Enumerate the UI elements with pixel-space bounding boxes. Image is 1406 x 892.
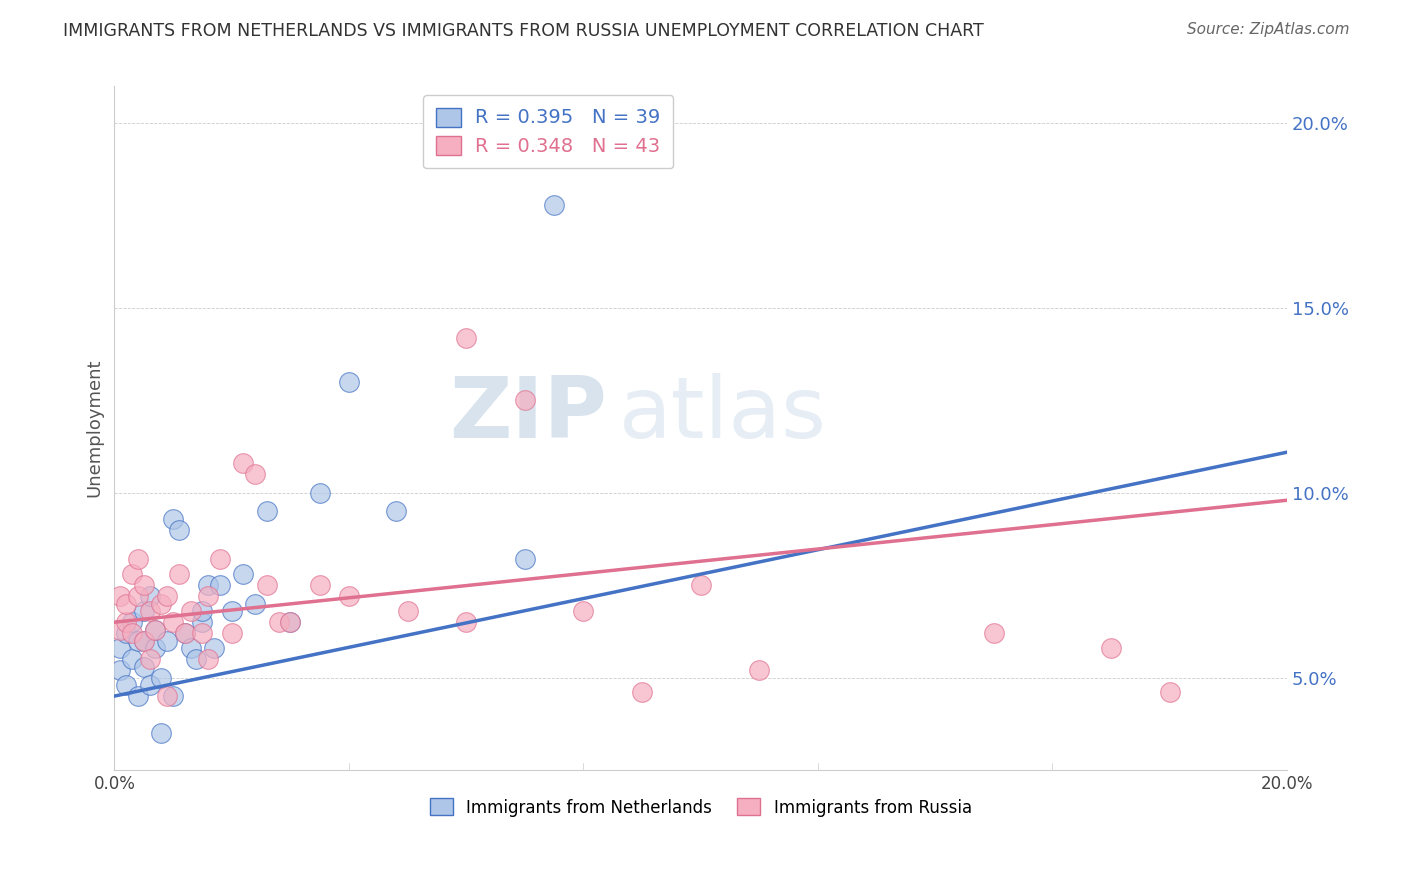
Point xyxy=(385,504,408,518)
Y-axis label: Unemployment: Unemployment xyxy=(86,359,103,498)
Point xyxy=(138,652,160,666)
Point xyxy=(156,590,179,604)
Point xyxy=(513,552,536,566)
Point xyxy=(202,641,225,656)
Point xyxy=(197,590,219,604)
Point xyxy=(197,578,219,592)
Point xyxy=(138,604,160,618)
Point xyxy=(150,597,173,611)
Point xyxy=(191,615,214,630)
Point xyxy=(167,523,190,537)
Point xyxy=(337,375,360,389)
Point xyxy=(115,615,138,630)
Point xyxy=(167,567,190,582)
Point xyxy=(513,393,536,408)
Point xyxy=(983,626,1005,640)
Point xyxy=(110,590,132,604)
Point xyxy=(127,552,149,566)
Point xyxy=(110,623,132,637)
Point xyxy=(132,659,155,673)
Legend: Immigrants from Netherlands, Immigrants from Russia: Immigrants from Netherlands, Immigrants … xyxy=(423,792,979,823)
Point xyxy=(243,467,266,482)
Point xyxy=(1099,641,1122,656)
Text: IMMIGRANTS FROM NETHERLANDS VS IMMIGRANTS FROM RUSSIA UNEMPLOYMENT CORRELATION C: IMMIGRANTS FROM NETHERLANDS VS IMMIGRANT… xyxy=(63,22,984,40)
Point xyxy=(127,590,149,604)
Point xyxy=(221,626,243,640)
Point xyxy=(221,604,243,618)
Point xyxy=(132,604,155,618)
Point xyxy=(232,567,254,582)
Point xyxy=(127,689,149,703)
Point xyxy=(197,652,219,666)
Point xyxy=(456,615,478,630)
Point xyxy=(208,578,231,592)
Text: ZIP: ZIP xyxy=(449,373,607,456)
Point xyxy=(150,726,173,740)
Point xyxy=(572,604,595,618)
Point xyxy=(173,626,195,640)
Point xyxy=(145,623,167,637)
Point xyxy=(121,652,143,666)
Point xyxy=(631,685,654,699)
Text: Source: ZipAtlas.com: Source: ZipAtlas.com xyxy=(1187,22,1350,37)
Point xyxy=(162,689,184,703)
Point xyxy=(267,615,290,630)
Point xyxy=(278,615,301,630)
Point xyxy=(543,197,565,211)
Point xyxy=(456,331,478,345)
Point xyxy=(256,504,278,518)
Point xyxy=(191,626,214,640)
Point xyxy=(180,641,202,656)
Point xyxy=(156,633,179,648)
Point xyxy=(748,663,770,677)
Point xyxy=(138,590,160,604)
Point xyxy=(256,578,278,592)
Text: atlas: atlas xyxy=(619,373,827,456)
Point xyxy=(115,678,138,692)
Point xyxy=(337,590,360,604)
Point xyxy=(308,486,330,500)
Point xyxy=(308,578,330,592)
Point xyxy=(243,597,266,611)
Point xyxy=(232,456,254,470)
Point xyxy=(132,633,155,648)
Point xyxy=(162,615,184,630)
Point xyxy=(145,641,167,656)
Point xyxy=(208,552,231,566)
Point xyxy=(150,671,173,685)
Point xyxy=(278,615,301,630)
Point xyxy=(138,678,160,692)
Point xyxy=(173,626,195,640)
Point xyxy=(396,604,419,618)
Point xyxy=(180,604,202,618)
Point xyxy=(110,641,132,656)
Point xyxy=(689,578,711,592)
Point xyxy=(186,652,208,666)
Point xyxy=(132,578,155,592)
Point xyxy=(110,663,132,677)
Point xyxy=(156,689,179,703)
Point xyxy=(191,604,214,618)
Point xyxy=(127,633,149,648)
Point xyxy=(1159,685,1181,699)
Point xyxy=(132,633,155,648)
Point xyxy=(115,626,138,640)
Point xyxy=(121,615,143,630)
Point xyxy=(162,512,184,526)
Point xyxy=(145,623,167,637)
Point xyxy=(121,626,143,640)
Point xyxy=(115,597,138,611)
Point xyxy=(121,567,143,582)
